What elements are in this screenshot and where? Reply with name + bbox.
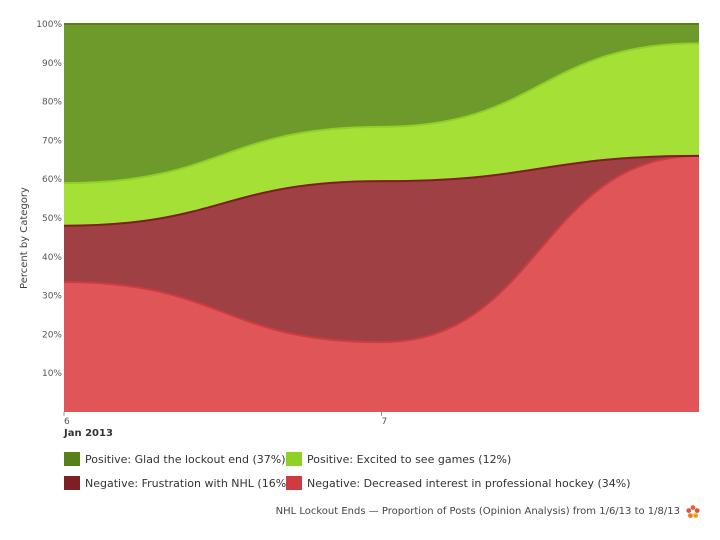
- y-tick-label: 70%: [42, 136, 62, 146]
- y-tick-label: 100%: [36, 20, 62, 30]
- area-series-group: [63, 22, 700, 412]
- area-series-0: [64, 155, 699, 412]
- y-tick-label: 50%: [42, 214, 62, 224]
- x-tick-label: 7: [382, 417, 388, 427]
- legend-item-glad-lockout-end[interactable]: Positive: Glad the lockout end (37%): [64, 452, 286, 466]
- y-tick-labels: 10% 20% 30% 40% 50% 60% 70% 80% 90% 100%: [36, 20, 62, 379]
- legend-item-frustration-with-nhl[interactable]: Negative: Frustration with NHL (16%): [64, 476, 290, 490]
- flower-logo-icon: [686, 505, 700, 518]
- legend-swatch: [64, 452, 80, 466]
- legend-swatch: [286, 452, 302, 466]
- y-axis-title: Percent by Category: [19, 187, 30, 289]
- area-series-2: [64, 43, 699, 226]
- chart-caption: NHL Lockout Ends — Proportion of Posts (…: [275, 506, 680, 517]
- y-tick-label: 30%: [42, 292, 62, 302]
- y-tick-label: 60%: [42, 175, 62, 185]
- y-tick-label: 20%: [42, 330, 62, 340]
- legend-label: Negative: Decreased interest in professi…: [307, 476, 631, 490]
- x-axis-sublabel: Jan 2013: [63, 428, 113, 439]
- legend-swatch: [286, 476, 302, 490]
- area-boundary-line-1: [63, 154, 700, 227]
- y-tick-label: 40%: [42, 253, 62, 263]
- area-series-1: [64, 155, 699, 343]
- legend-item-decreased-interest[interactable]: Negative: Decreased interest in professi…: [286, 476, 631, 490]
- legend-item-excited-to-see-games[interactable]: Positive: Excited to see games (12%): [286, 452, 606, 466]
- legend-label: Positive: Glad the lockout end (37%): [85, 452, 286, 466]
- legend-label: Positive: Excited to see games (12%): [307, 452, 512, 466]
- area-boundary-line-0: [63, 154, 700, 344]
- y-tick-label: 90%: [42, 59, 62, 69]
- x-tick-label: 6: [64, 417, 70, 427]
- legend-label: Negative: Frustration with NHL (16%): [85, 476, 291, 490]
- legend-swatch: [64, 476, 80, 490]
- chart-legend: Positive: Glad the lockout end (37%) Pos…: [64, 452, 631, 490]
- y-tick-label: 80%: [42, 98, 62, 108]
- area-boundary-line-2: [63, 42, 700, 185]
- area-series-3: [64, 24, 699, 184]
- y-tick-label: 10%: [42, 369, 62, 379]
